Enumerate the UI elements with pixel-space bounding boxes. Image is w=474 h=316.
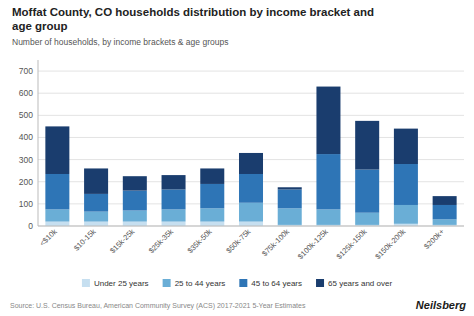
bar-segment <box>316 154 340 209</box>
x-tick-label: $150k-200k <box>373 227 407 261</box>
bar-segment <box>45 209 69 221</box>
x-tick-label: $100k-125k <box>296 227 330 261</box>
x-tick-label: <$10k <box>38 227 59 248</box>
bar-segment <box>84 168 108 193</box>
bar-segment <box>355 213 379 225</box>
legend-swatch <box>163 279 171 287</box>
y-tick-label: 100 <box>19 199 33 209</box>
bar-segment <box>355 121 379 170</box>
bar-segment <box>162 222 186 226</box>
bar-segment <box>45 222 69 226</box>
y-axis-line <box>38 60 39 226</box>
bar-segment <box>123 222 147 226</box>
x-tick-label: $125k-150k <box>335 227 369 261</box>
legend-swatch <box>316 279 324 287</box>
bar-segment <box>200 222 224 226</box>
bar-segment <box>355 170 379 213</box>
bar-segment <box>123 176 147 190</box>
bar-segment <box>162 209 186 221</box>
bar-segment <box>278 187 302 189</box>
grid-line <box>38 226 464 227</box>
legend-label: 45 to 64 years <box>251 279 302 288</box>
y-tick-label: 700 <box>19 66 33 76</box>
grid <box>38 71 464 226</box>
y-tick-label: 600 <box>19 88 33 98</box>
grid-line <box>38 71 464 72</box>
bar-segment <box>394 129 418 164</box>
grid-line <box>38 115 464 116</box>
bar-segment <box>433 219 457 225</box>
source: Source: U.S. Census Bureau, American Com… <box>10 302 306 310</box>
legend-label: Under 25 years <box>94 279 149 288</box>
x-axis-line <box>38 226 464 227</box>
x-tick-label: $50k-75k <box>224 227 252 255</box>
bar-segment <box>278 208 302 225</box>
annotation: Neilsberg <box>416 299 466 311</box>
legend: Under 25 years 25 to 44 years 45 to 64 yea… <box>82 279 392 288</box>
bar-segment <box>239 222 263 226</box>
bar-segment <box>200 168 224 183</box>
bar-segment <box>239 153 263 174</box>
x-tick-label: $25k-35k <box>147 227 175 255</box>
bar-segment <box>278 189 302 208</box>
y-tick-label: 0 <box>28 221 33 231</box>
legend-item: 45 to 64 years <box>239 279 302 288</box>
x-tick-label: $200k+ <box>422 227 446 251</box>
x-tick-label: $35k-50k <box>186 227 214 255</box>
legend-item: Under 25 years <box>82 279 149 288</box>
bar-segment <box>316 209 340 224</box>
bar-segment <box>394 205 418 224</box>
bar-segment <box>45 174 69 209</box>
bar-segment <box>84 194 108 212</box>
bar-segment <box>316 87 340 155</box>
y-tick-label: 400 <box>19 132 33 142</box>
subtitle: Number of households, by income brackets… <box>12 37 228 47</box>
bar-segment <box>162 189 186 209</box>
bar-segment <box>162 175 186 189</box>
legend-swatch <box>82 279 90 287</box>
grid-line <box>38 93 464 94</box>
legend-label: 25 to 44 years <box>175 279 226 288</box>
legend-item: 25 to 44 years <box>163 279 226 288</box>
bar-segment <box>45 126 69 174</box>
bar-segment <box>433 196 457 205</box>
y-tick-label: 500 <box>19 110 33 120</box>
legend-item: 65 years and over <box>316 279 392 288</box>
bar-segment <box>84 222 108 226</box>
title: Moffat County, CO households distributio… <box>12 6 374 32</box>
bar-segment <box>239 174 263 203</box>
bar-segment <box>123 211 147 222</box>
bar-segment <box>394 164 418 205</box>
legend-label: 65 years and over <box>328 279 392 288</box>
bar-segment <box>433 205 457 219</box>
background <box>0 0 474 316</box>
bar-segment <box>200 208 224 221</box>
x-tick-label: $10-15k <box>72 227 98 253</box>
bar-segment <box>84 212 108 222</box>
bar-segment <box>123 191 147 211</box>
legend-swatch <box>239 279 247 287</box>
bars <box>45 87 456 226</box>
bar-segment <box>200 184 224 208</box>
x-tick-label: $75k-100k <box>260 227 291 258</box>
chart: Moffat County, CO households distributio… <box>0 0 474 316</box>
bar-segment <box>239 203 263 222</box>
y-tick-label: 200 <box>19 177 33 187</box>
x-tick-label: $15k-25k <box>108 227 136 255</box>
y-tick-label: 300 <box>19 155 33 165</box>
